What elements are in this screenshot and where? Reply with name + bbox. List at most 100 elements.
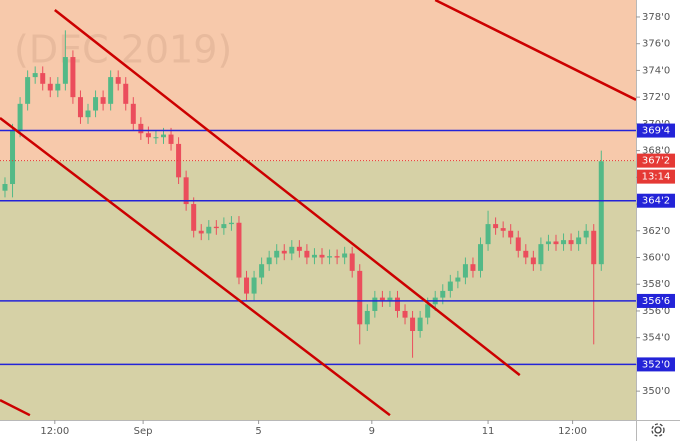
candle-body <box>515 237 521 251</box>
candle-body <box>168 134 174 144</box>
candle-body <box>221 224 227 229</box>
candle-body <box>130 103 136 124</box>
candle-body <box>538 244 544 265</box>
y-tick-label: 368'0 <box>642 146 670 157</box>
candle-body <box>304 250 310 258</box>
candle-body <box>357 270 363 325</box>
level-label: 364'2 <box>642 196 670 207</box>
candle-body <box>349 253 355 271</box>
candle-body <box>342 253 348 258</box>
candle-body <box>372 297 378 311</box>
candle-body <box>561 240 567 245</box>
plot-area: (DEC 2019) <box>0 0 636 420</box>
candle-body <box>447 281 453 291</box>
settings-icon[interactable] <box>651 423 665 437</box>
candle-body <box>213 226 219 229</box>
y-tick-label: 358'0 <box>642 279 670 290</box>
candle-body <box>123 83 129 104</box>
x-tick-label: 5 <box>255 426 261 437</box>
candle-body <box>85 110 91 118</box>
candle-body <box>470 264 476 271</box>
candle-body <box>319 254 325 258</box>
candle-body <box>281 250 287 254</box>
candle-body <box>568 240 574 245</box>
candle-body <box>394 297 400 311</box>
timer-box <box>637 169 675 184</box>
candle-body <box>160 134 166 138</box>
candle-body <box>274 250 280 258</box>
candle-body <box>598 161 604 265</box>
candle-body <box>530 257 536 265</box>
level-label-box <box>637 293 675 308</box>
candle-body <box>206 226 212 234</box>
y-tick-label: 350'0 <box>642 386 670 397</box>
candle-body <box>296 246 302 251</box>
y-tick-label: 374'0 <box>642 65 670 76</box>
background-above <box>0 0 636 161</box>
y-tick-label: 372'0 <box>642 92 670 103</box>
candle-body <box>40 73 46 84</box>
candle-body <box>138 123 144 134</box>
candle-body <box>266 257 272 265</box>
candle-body <box>410 317 416 332</box>
trend-line <box>0 398 31 417</box>
candle-body <box>508 230 514 238</box>
candle-body <box>100 97 106 104</box>
candle-body <box>387 297 393 301</box>
current-price-label: 367'2 <box>642 156 670 167</box>
x-tick-label: 12:00 <box>40 426 69 437</box>
y-tick-label: 378'0 <box>642 12 670 23</box>
timer-label: 13:14 <box>642 172 671 183</box>
candle-body <box>591 230 597 265</box>
candle-body <box>47 83 53 91</box>
level-label-box <box>637 357 675 372</box>
x-tick-label: Sep <box>134 426 153 437</box>
y-tick-label: 362'0 <box>642 226 670 237</box>
y-tick-label: 376'0 <box>642 39 670 50</box>
candle-body <box>500 228 506 231</box>
y-tick-label: 356'0 <box>642 306 670 317</box>
candle-body <box>455 277 461 282</box>
candle-body <box>183 177 189 205</box>
candle-body <box>236 222 242 278</box>
candle-body <box>289 246 295 254</box>
candle-body <box>25 77 31 104</box>
candle-body <box>485 224 491 245</box>
y-tick-label: 360'0 <box>642 253 670 264</box>
candle-body <box>191 204 197 231</box>
x-tick-label: 9 <box>369 426 375 437</box>
candle-body <box>462 264 468 278</box>
candle-body <box>402 310 408 318</box>
candle-body <box>17 103 23 131</box>
level-label: 369'4 <box>642 126 670 137</box>
candle-body <box>425 304 431 318</box>
candle-body <box>2 184 8 191</box>
candle-body <box>93 97 99 111</box>
candle-body <box>77 97 83 118</box>
candle-body <box>576 237 582 245</box>
candle-body <box>153 137 159 139</box>
trend-line <box>0 117 391 417</box>
level-label: 356'6 <box>642 296 670 307</box>
candle-body <box>55 83 61 91</box>
current-price-box <box>637 153 675 168</box>
candle-body <box>145 133 151 138</box>
x-tick-label: 12:00 <box>558 426 587 437</box>
candle-body <box>334 256 340 258</box>
level-label-box <box>637 193 675 208</box>
background-below <box>0 160 636 420</box>
candle-body <box>583 230 589 238</box>
candle-body <box>62 57 68 84</box>
candle-body <box>327 256 333 258</box>
candle-body <box>244 277 250 294</box>
candle-body <box>553 241 559 245</box>
candle-body <box>10 130 16 185</box>
candle-body <box>417 317 423 332</box>
candle-body <box>259 264 265 278</box>
candle-body <box>115 77 121 84</box>
candle-body <box>251 277 257 294</box>
trend-line <box>434 0 636 101</box>
candle-body <box>379 297 385 301</box>
